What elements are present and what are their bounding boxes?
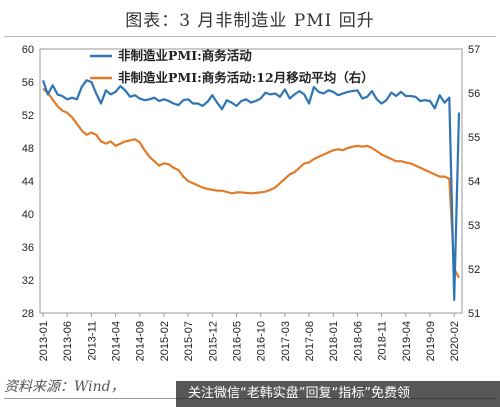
left-tick-label: 60 (22, 44, 34, 56)
x-tick-label: 2015-07 (183, 321, 195, 361)
right-tick-label: 54 (468, 176, 480, 188)
right-tick-label: 51 (468, 308, 480, 320)
x-tick-label: 2014-09 (135, 321, 147, 361)
x-tick-label: 2018-01 (328, 321, 340, 361)
source-note: 资料来源：Wind， (4, 379, 125, 395)
x-tick-label: 2018-11 (377, 321, 389, 361)
left-tick-label: 48 (22, 143, 34, 155)
x-tick-label: 2017-03 (280, 321, 292, 361)
left-tick-label: 40 (22, 209, 34, 221)
plot-frame (39, 48, 463, 314)
x-tick-label: 2020-02 (449, 321, 461, 361)
right-tick-label: 55 (468, 132, 480, 144)
x-tick-label: 2014-04 (111, 321, 123, 361)
right-tick-label: 57 (468, 44, 480, 56)
series-lines (41, 79, 461, 301)
right-tick-label: 53 (468, 220, 480, 232)
title-divider (4, 36, 496, 37)
x-tick-label: 2015-12 (207, 321, 219, 361)
x-axis: 2013-01 2013-06 2013-11 2014-04 2014-09 2015-… (38, 313, 461, 361)
x-tick-label: 2019-04 (401, 321, 413, 361)
x-tick-label: 2013-11 (86, 321, 98, 361)
x-tick-label: 2016-10 (256, 321, 268, 361)
series-line-pmi (41, 79, 461, 301)
x-tick-label: 2018-06 (352, 321, 364, 361)
right-tick-label: 56 (468, 88, 480, 100)
left-y-axis: 28 32 36 40 44 48 52 56 60 (22, 44, 34, 320)
promo-banner: 关注微信“老韩实盘”回复“指标”免费领 (176, 381, 500, 407)
left-tick-label: 32 (22, 275, 34, 287)
left-tick-label: 52 (22, 110, 34, 122)
dual-axis-line-chart: 28 32 36 40 44 48 52 56 60 51 52 53 54 55 56 57 2013-0… (22, 44, 481, 361)
right-tick-label: 52 (468, 264, 480, 276)
right-y-axis: 51 52 53 54 55 56 57 (468, 44, 480, 320)
legend-label: 非制造业PMI:商务活动 (118, 48, 252, 63)
series-line-pmi-12m-avg (42, 87, 460, 279)
chart-title: 图表：3 月非制造业 PMI 回升 (125, 11, 375, 31)
x-tick-label: 2013-06 (62, 321, 74, 361)
x-tick-label: 2019-09 (425, 321, 437, 361)
x-tick-label: 2017-08 (304, 321, 316, 361)
plot-border (39, 48, 463, 314)
x-tick-label: 2015-02 (159, 321, 171, 361)
left-tick-label: 56 (22, 77, 34, 89)
left-tick-label: 44 (22, 176, 34, 188)
left-tick-label: 28 (22, 308, 34, 320)
legend-label: 非制造业PMI:商务活动:12月移动平均（右） (118, 70, 374, 85)
left-tick-label: 36 (22, 242, 34, 254)
x-tick-label: 2016-05 (231, 321, 243, 361)
x-tick-label: 2013-01 (38, 321, 50, 361)
